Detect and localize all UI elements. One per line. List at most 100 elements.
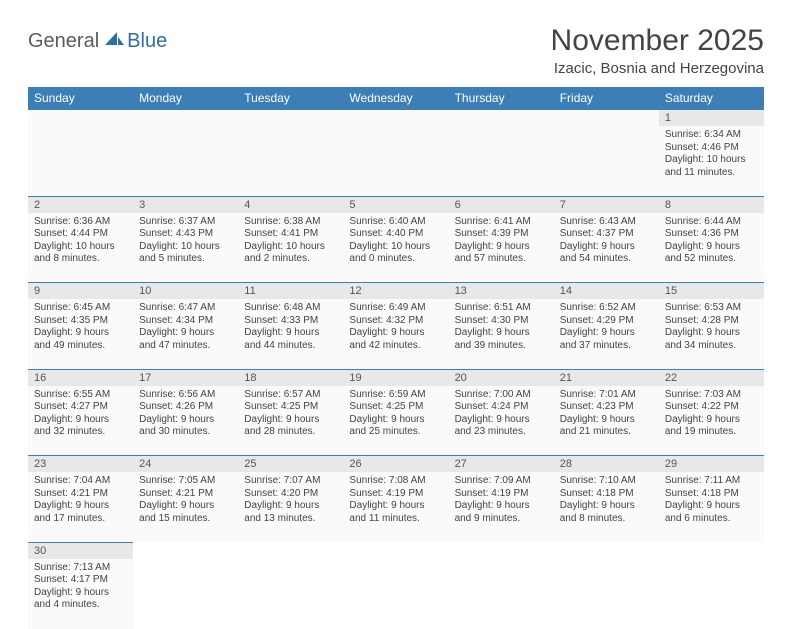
weekday-header: Tuesday	[238, 87, 343, 110]
day-detail-cell: Sunrise: 6:48 AMSunset: 4:33 PMDaylight:…	[238, 299, 343, 369]
sunrise-text: Sunrise: 6:37 AM	[139, 216, 232, 229]
day-detail-row: Sunrise: 6:55 AMSunset: 4:27 PMDaylight:…	[28, 386, 764, 456]
sunset-text: Sunset: 4:18 PM	[665, 488, 758, 501]
day-number-cell	[554, 542, 659, 559]
daylight-text-1: Daylight: 10 hours	[349, 241, 442, 254]
sunrise-text: Sunrise: 6:41 AM	[455, 216, 548, 229]
day-number-cell: 17	[133, 369, 238, 386]
sunrise-text: Sunrise: 6:52 AM	[560, 302, 653, 315]
day-number-cell	[238, 542, 343, 559]
daylight-text-2: and 0 minutes.	[349, 253, 442, 266]
sunrise-text: Sunrise: 7:00 AM	[455, 389, 548, 402]
sunset-text: Sunset: 4:34 PM	[139, 315, 232, 328]
day-number-cell	[133, 542, 238, 559]
day-detail-cell: Sunrise: 6:44 AMSunset: 4:36 PMDaylight:…	[659, 213, 764, 283]
sunrise-text: Sunrise: 6:57 AM	[244, 389, 337, 402]
sunrise-text: Sunrise: 6:49 AM	[349, 302, 442, 315]
daylight-text-1: Daylight: 9 hours	[244, 327, 337, 340]
daylight-text-1: Daylight: 9 hours	[139, 327, 232, 340]
daylight-text-2: and 30 minutes.	[139, 426, 232, 439]
daylight-text-1: Daylight: 9 hours	[665, 241, 758, 254]
day-number-cell: 25	[238, 456, 343, 473]
sail-icon	[103, 30, 125, 53]
sunset-text: Sunset: 4:46 PM	[665, 142, 758, 155]
sunset-text: Sunset: 4:19 PM	[455, 488, 548, 501]
daylight-text-1: Daylight: 10 hours	[139, 241, 232, 254]
weekday-header: Sunday	[28, 87, 133, 110]
daylight-text-2: and 54 minutes.	[560, 253, 653, 266]
day-detail-cell	[449, 126, 554, 196]
daylight-text-1: Daylight: 9 hours	[560, 500, 653, 513]
day-number-cell: 1	[659, 110, 764, 127]
day-detail-cell	[554, 559, 659, 629]
sunrise-text: Sunrise: 6:53 AM	[665, 302, 758, 315]
daylight-text-1: Daylight: 9 hours	[560, 414, 653, 427]
day-detail-cell: Sunrise: 7:13 AMSunset: 4:17 PMDaylight:…	[28, 559, 133, 629]
daylight-text-1: Daylight: 9 hours	[665, 327, 758, 340]
daylight-text-1: Daylight: 9 hours	[455, 500, 548, 513]
daylight-text-1: Daylight: 9 hours	[665, 500, 758, 513]
day-number-cell	[554, 110, 659, 127]
day-detail-cell: Sunrise: 7:00 AMSunset: 4:24 PMDaylight:…	[449, 386, 554, 456]
sunrise-text: Sunrise: 6:43 AM	[560, 216, 653, 229]
daylight-text-1: Daylight: 9 hours	[560, 241, 653, 254]
day-number-cell	[659, 542, 764, 559]
day-number-cell: 28	[554, 456, 659, 473]
logo-text-general: General	[28, 30, 99, 53]
day-detail-cell	[343, 126, 448, 196]
sunset-text: Sunset: 4:40 PM	[349, 228, 442, 241]
sunrise-text: Sunrise: 6:51 AM	[455, 302, 548, 315]
daylight-text-1: Daylight: 10 hours	[34, 241, 127, 254]
day-detail-cell: Sunrise: 6:45 AMSunset: 4:35 PMDaylight:…	[28, 299, 133, 369]
daylight-text-2: and 25 minutes.	[349, 426, 442, 439]
sunset-text: Sunset: 4:32 PM	[349, 315, 442, 328]
daylight-text-2: and 6 minutes.	[665, 513, 758, 526]
day-detail-cell: Sunrise: 6:36 AMSunset: 4:44 PMDaylight:…	[28, 213, 133, 283]
day-number-cell: 8	[659, 196, 764, 213]
day-detail-cell	[449, 559, 554, 629]
day-number-cell: 10	[133, 283, 238, 300]
sunset-text: Sunset: 4:37 PM	[560, 228, 653, 241]
daylight-text-1: Daylight: 9 hours	[34, 587, 127, 600]
weekday-header: Monday	[133, 87, 238, 110]
day-detail-cell: Sunrise: 6:40 AMSunset: 4:40 PMDaylight:…	[343, 213, 448, 283]
sunrise-text: Sunrise: 6:38 AM	[244, 216, 337, 229]
day-detail-cell: Sunrise: 6:52 AMSunset: 4:29 PMDaylight:…	[554, 299, 659, 369]
daylight-text-1: Daylight: 9 hours	[34, 500, 127, 513]
daylight-text-1: Daylight: 9 hours	[349, 414, 442, 427]
sunrise-text: Sunrise: 7:07 AM	[244, 475, 337, 488]
sunset-text: Sunset: 4:27 PM	[34, 401, 127, 414]
day-detail-cell	[133, 559, 238, 629]
day-detail-cell: Sunrise: 6:37 AMSunset: 4:43 PMDaylight:…	[133, 213, 238, 283]
daylight-text-2: and 8 minutes.	[34, 253, 127, 266]
daylight-text-2: and 34 minutes.	[665, 340, 758, 353]
daylight-text-1: Daylight: 9 hours	[665, 414, 758, 427]
day-number-cell: 11	[238, 283, 343, 300]
sunrise-text: Sunrise: 7:09 AM	[455, 475, 548, 488]
sunset-text: Sunset: 4:43 PM	[139, 228, 232, 241]
day-number-cell: 20	[449, 369, 554, 386]
day-detail-cell	[554, 126, 659, 196]
day-detail-cell: Sunrise: 6:41 AMSunset: 4:39 PMDaylight:…	[449, 213, 554, 283]
sunrise-text: Sunrise: 6:36 AM	[34, 216, 127, 229]
sunset-text: Sunset: 4:21 PM	[34, 488, 127, 501]
day-detail-cell: Sunrise: 7:10 AMSunset: 4:18 PMDaylight:…	[554, 472, 659, 542]
weekday-header: Friday	[554, 87, 659, 110]
day-detail-cell: Sunrise: 7:07 AMSunset: 4:20 PMDaylight:…	[238, 472, 343, 542]
daylight-text-1: Daylight: 9 hours	[455, 327, 548, 340]
day-number-cell: 13	[449, 283, 554, 300]
logo: General Blue	[28, 24, 167, 53]
sunset-text: Sunset: 4:23 PM	[560, 401, 653, 414]
sunset-text: Sunset: 4:41 PM	[244, 228, 337, 241]
daylight-text-2: and 49 minutes.	[34, 340, 127, 353]
day-detail-cell: Sunrise: 6:59 AMSunset: 4:25 PMDaylight:…	[343, 386, 448, 456]
day-number-cell: 15	[659, 283, 764, 300]
day-number-cell: 22	[659, 369, 764, 386]
day-number-cell: 4	[238, 196, 343, 213]
day-number-cell	[133, 110, 238, 127]
daylight-text-2: and 23 minutes.	[455, 426, 548, 439]
day-detail-cell	[28, 126, 133, 196]
location: Izacic, Bosnia and Herzegovina	[551, 60, 764, 77]
sunrise-text: Sunrise: 6:40 AM	[349, 216, 442, 229]
day-number-cell: 14	[554, 283, 659, 300]
